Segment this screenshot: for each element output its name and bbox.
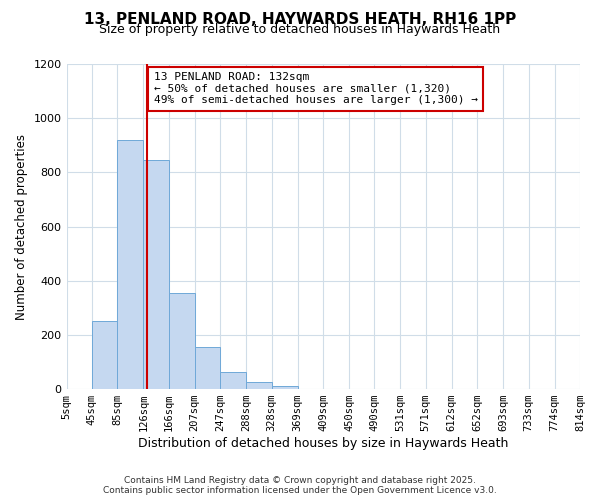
Text: 13 PENLAND ROAD: 132sqm
← 50% of detached houses are smaller (1,320)
49% of semi: 13 PENLAND ROAD: 132sqm ← 50% of detache… [154,72,478,106]
Bar [92,322,118,389]
X-axis label: Distribution of detached houses by size in Haywards Heath: Distribution of detached houses by size … [138,437,508,450]
Bar [169,293,195,389]
Bar [246,382,272,389]
Text: Contains HM Land Registry data © Crown copyright and database right 2025.
Contai: Contains HM Land Registry data © Crown c… [103,476,497,495]
Text: 13, PENLAND ROAD, HAYWARDS HEATH, RH16 1PP: 13, PENLAND ROAD, HAYWARDS HEATH, RH16 1… [84,12,516,28]
Bar [220,372,246,389]
Bar [195,346,220,389]
Bar [298,388,323,389]
Y-axis label: Number of detached properties: Number of detached properties [15,134,28,320]
Text: Size of property relative to detached houses in Haywards Heath: Size of property relative to detached ho… [100,22,500,36]
Bar [118,140,143,389]
Bar [272,386,298,389]
Bar [143,160,169,389]
